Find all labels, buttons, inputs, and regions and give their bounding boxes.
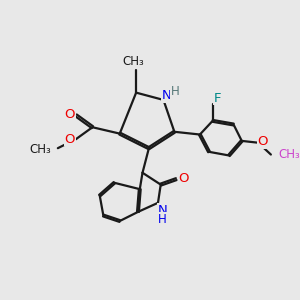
Text: H: H	[158, 213, 167, 226]
Text: H: H	[171, 85, 180, 98]
Text: CH₃: CH₃	[278, 148, 300, 161]
Text: CH₃: CH₃	[30, 142, 52, 156]
Text: O: O	[178, 172, 189, 185]
Text: N: N	[161, 89, 171, 102]
Text: O: O	[64, 133, 75, 146]
Text: N: N	[158, 204, 167, 217]
Text: CH₃: CH₃	[122, 55, 144, 68]
Text: F: F	[213, 92, 221, 105]
Text: O: O	[257, 135, 268, 148]
Text: O: O	[64, 108, 75, 121]
